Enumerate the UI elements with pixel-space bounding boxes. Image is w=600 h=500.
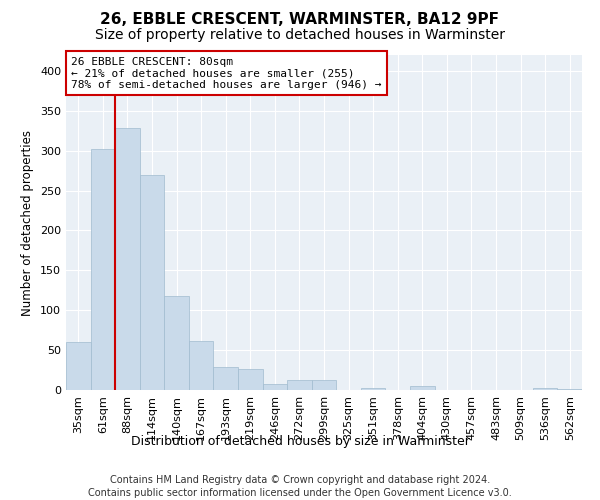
Bar (410, 386, 434, 390)
Bar (115, 128, 140, 390)
Bar (312, 380, 336, 390)
Text: 26, EBBLE CRESCENT, WARMINSTER, BA12 9PF: 26, EBBLE CRESCENT, WARMINSTER, BA12 9PF (101, 12, 499, 28)
Text: Distribution of detached houses by size in Warminster: Distribution of detached houses by size … (131, 435, 469, 448)
Bar (238, 370, 263, 390)
Text: Size of property relative to detached houses in Warminster: Size of property relative to detached ho… (95, 28, 505, 42)
Text: 26 EBBLE CRESCENT: 80sqm
← 21% of detached houses are smaller (255)
78% of semi-: 26 EBBLE CRESCENT: 80sqm ← 21% of detach… (71, 56, 382, 90)
Bar (263, 384, 287, 390)
Y-axis label: Number of detached properties: Number of detached properties (22, 130, 34, 316)
Bar (557, 389, 582, 390)
Text: Contains HM Land Registry data © Crown copyright and database right 2024.: Contains HM Land Registry data © Crown c… (110, 475, 490, 485)
Bar (361, 388, 385, 390)
Bar (189, 340, 214, 390)
Bar (533, 388, 557, 390)
Bar (287, 380, 312, 390)
Bar (214, 367, 238, 390)
Bar (91, 149, 115, 390)
Bar (140, 176, 164, 390)
Bar (66, 342, 91, 390)
Text: Contains public sector information licensed under the Open Government Licence v3: Contains public sector information licen… (88, 488, 512, 498)
Bar (164, 296, 189, 390)
